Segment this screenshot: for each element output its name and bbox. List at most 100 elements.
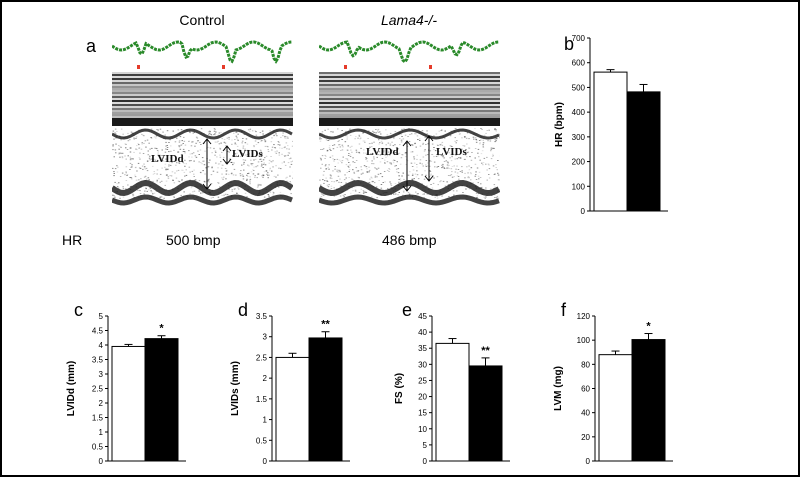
speckle bbox=[368, 130, 370, 132]
speckle bbox=[220, 161, 222, 163]
speckle bbox=[217, 163, 220, 165]
speckle bbox=[404, 156, 407, 158]
speckle bbox=[347, 160, 349, 162]
speckle bbox=[203, 142, 206, 144]
speckle bbox=[131, 166, 133, 168]
speckle bbox=[495, 167, 497, 168]
speckle bbox=[270, 161, 273, 163]
speckle bbox=[373, 131, 375, 133]
speckle bbox=[389, 132, 392, 134]
control-echo-image: LVIDd LVIDs bbox=[112, 38, 293, 210]
speckle bbox=[442, 166, 444, 168]
speckle bbox=[377, 154, 379, 156]
speckle bbox=[354, 162, 356, 163]
speckle bbox=[486, 169, 488, 171]
y-tick-label: 1 bbox=[99, 428, 104, 437]
speckle bbox=[198, 161, 200, 163]
speckle bbox=[170, 175, 173, 177]
speckle bbox=[231, 172, 233, 174]
speckle bbox=[164, 163, 167, 165]
speckle bbox=[322, 179, 324, 181]
speckle bbox=[346, 149, 349, 151]
speckle bbox=[360, 137, 362, 139]
speckle bbox=[346, 134, 348, 136]
speckle bbox=[231, 189, 233, 191]
speckle bbox=[322, 194, 325, 196]
speckle bbox=[153, 192, 156, 194]
speckle bbox=[446, 181, 449, 183]
speckle bbox=[402, 138, 405, 140]
speckle bbox=[339, 146, 342, 148]
speckle bbox=[260, 184, 262, 186]
speckle bbox=[468, 177, 470, 179]
speckle bbox=[415, 191, 417, 193]
speckle bbox=[221, 164, 223, 166]
speckle bbox=[494, 129, 496, 131]
speckle bbox=[329, 177, 332, 179]
speckle bbox=[137, 162, 140, 164]
speckle bbox=[136, 149, 138, 151]
speckle bbox=[371, 163, 373, 165]
speckle bbox=[188, 160, 191, 162]
speckle bbox=[425, 166, 428, 167]
speckle bbox=[323, 170, 325, 172]
panel-a-letter: a bbox=[86, 36, 97, 56]
speckle bbox=[498, 189, 500, 191]
speckle bbox=[198, 180, 201, 182]
tissue-band bbox=[112, 72, 293, 74]
speckle bbox=[124, 155, 126, 157]
ecg-trace bbox=[112, 40, 293, 64]
speckle bbox=[247, 129, 250, 131]
speckle bbox=[184, 152, 186, 154]
speckle bbox=[492, 155, 494, 157]
speckle bbox=[161, 149, 163, 151]
speckle bbox=[497, 174, 500, 176]
speckle bbox=[247, 153, 249, 155]
speckle bbox=[321, 149, 324, 150]
speckle bbox=[243, 161, 245, 163]
speckle bbox=[225, 173, 228, 175]
speckle bbox=[219, 154, 221, 156]
speckle bbox=[114, 181, 116, 183]
speckle bbox=[185, 163, 187, 165]
speckle bbox=[378, 143, 380, 145]
speckle bbox=[449, 175, 451, 177]
speckle bbox=[197, 150, 199, 152]
speckle bbox=[377, 173, 380, 175]
speckle bbox=[205, 167, 207, 169]
speckle bbox=[195, 156, 198, 158]
speckle bbox=[143, 135, 145, 137]
speckle bbox=[426, 137, 428, 139]
speckle bbox=[279, 144, 281, 146]
speckle bbox=[269, 167, 271, 169]
speckle bbox=[259, 149, 262, 151]
speckle bbox=[320, 193, 323, 195]
speckle bbox=[164, 134, 166, 136]
speckle bbox=[290, 161, 292, 163]
speckle bbox=[263, 162, 265, 164]
tissue-band bbox=[319, 98, 500, 100]
speckle bbox=[244, 192, 247, 194]
speckle bbox=[442, 163, 444, 165]
speckle bbox=[237, 187, 239, 189]
speckle bbox=[262, 159, 265, 161]
speckle bbox=[394, 144, 396, 146]
speckle bbox=[125, 158, 127, 160]
speckle bbox=[384, 181, 386, 183]
bar-lama4- bbox=[144, 338, 179, 462]
speckle bbox=[454, 171, 457, 173]
speckle bbox=[245, 138, 248, 140]
speckle bbox=[166, 174, 168, 176]
speckle bbox=[449, 157, 451, 159]
speckle bbox=[159, 154, 161, 156]
y-tick-label: 3.5 bbox=[92, 356, 104, 365]
speckle bbox=[433, 161, 436, 163]
speckle bbox=[320, 167, 322, 169]
speckle bbox=[403, 191, 405, 193]
speckle bbox=[390, 162, 392, 164]
y-tick-label: 700 bbox=[572, 34, 586, 43]
speckle bbox=[329, 148, 331, 150]
speckle bbox=[336, 158, 339, 160]
speckle bbox=[322, 174, 325, 176]
y-axis-label: FS (%) bbox=[394, 373, 405, 404]
